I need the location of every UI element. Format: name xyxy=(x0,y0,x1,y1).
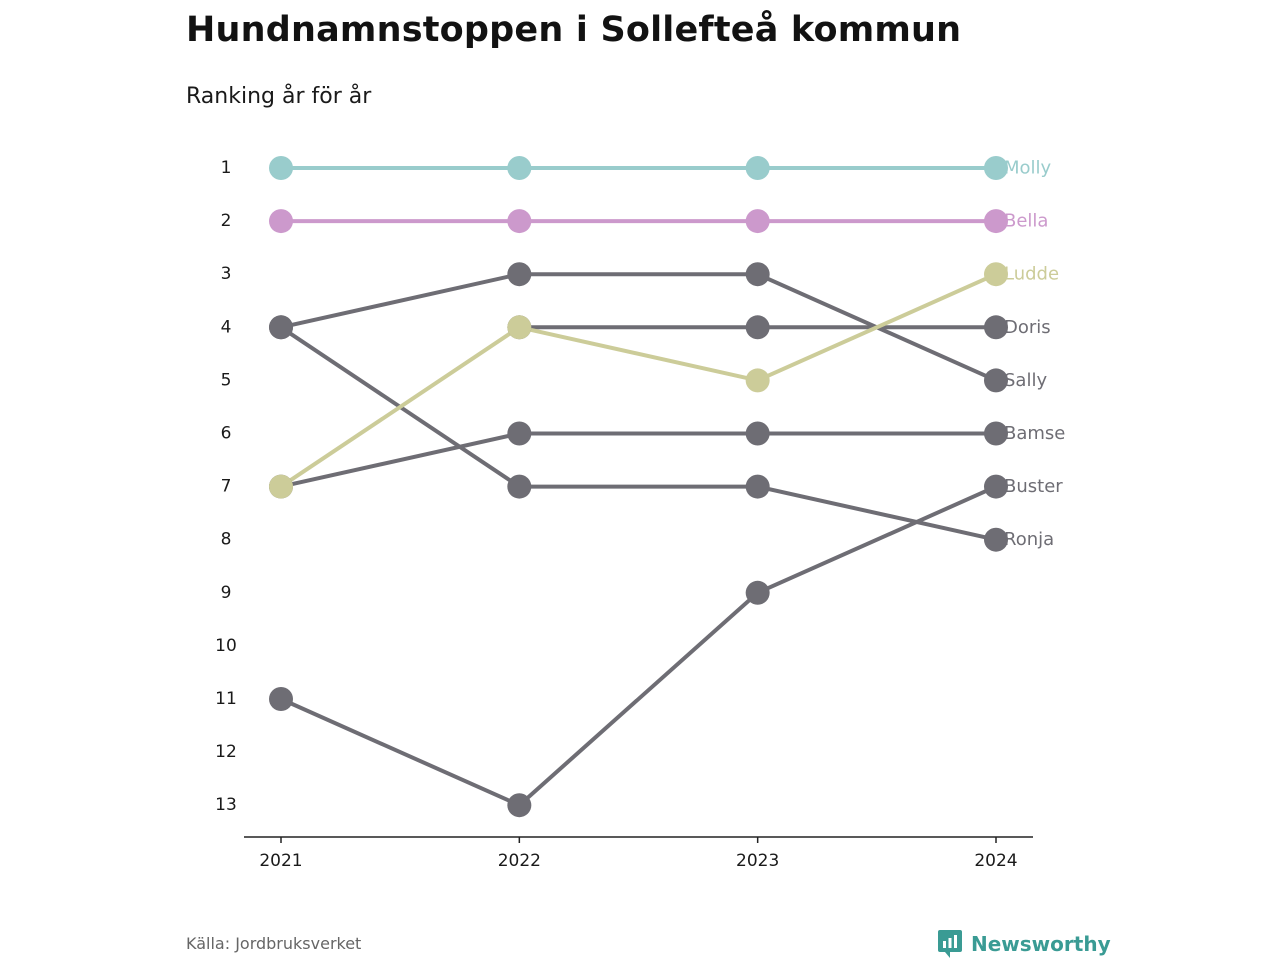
point-bella-2021 xyxy=(269,209,293,234)
chart-title: Hundnamnstoppen i Sollefteå kommun xyxy=(186,10,962,50)
point-bella-2022 xyxy=(507,209,532,234)
series-points xyxy=(269,156,1008,818)
point-bella-2024 xyxy=(984,209,1008,234)
series-labels: Molly Bella Sally Ronja Doris Bamse Buster Ludd… xyxy=(1004,158,1065,551)
y-tick-label: 8 xyxy=(221,530,232,550)
y-tick-label: 12 xyxy=(215,742,237,762)
point-ronja-2021 xyxy=(269,315,293,340)
point-doris-2023 xyxy=(745,315,770,340)
series-label-bamse: Bamse xyxy=(1004,423,1065,444)
y-tick-label: 1 xyxy=(221,158,232,178)
series-line-ludde xyxy=(279,272,997,489)
point-bamse-2023 xyxy=(745,421,770,446)
point-ludde-2022 xyxy=(507,315,532,340)
series-label-bella: Bella xyxy=(1004,211,1048,232)
y-tick-label: 11 xyxy=(215,689,237,709)
y-tick-label: 2 xyxy=(221,211,232,231)
x-tick-label: 2024 xyxy=(974,851,1017,871)
series-label-sally: Sally xyxy=(1004,370,1047,391)
point-bella-2023 xyxy=(745,209,770,234)
x-tick-label: 2023 xyxy=(736,851,779,871)
series-label-buster: Buster xyxy=(1004,476,1063,497)
series-label-doris: Doris xyxy=(1004,317,1051,338)
point-molly-2021 xyxy=(269,156,293,180)
y-tick-label: 5 xyxy=(221,370,232,390)
series-line-bamse xyxy=(280,431,996,489)
point-molly-2024 xyxy=(984,156,1008,180)
point-buster-2022 xyxy=(507,793,532,818)
series-label-molly: Molly xyxy=(1004,158,1052,179)
source-note: Källa: Jordbruksverket xyxy=(186,934,362,953)
chart-subtitle: Ranking år för år xyxy=(186,84,372,109)
x-axis: 2021 2022 2023 2024 xyxy=(244,836,1033,871)
point-bamse-2022 xyxy=(507,421,532,446)
x-tick-label: 2021 xyxy=(259,851,302,871)
y-tick-label: 10 xyxy=(215,636,237,656)
point-sally-2022 xyxy=(507,262,532,287)
y-tick-label: 13 xyxy=(215,795,237,815)
point-ludde-2023 xyxy=(745,368,770,393)
point-buster-2024 xyxy=(984,474,1008,499)
point-ronja-2022 xyxy=(507,474,532,499)
point-molly-2022 xyxy=(507,156,532,180)
brand-logo[interactable]: Newsworthy xyxy=(937,928,1111,960)
y-tick-label: 9 xyxy=(221,583,232,603)
point-molly-2023 xyxy=(745,156,770,180)
point-bamse-2024 xyxy=(984,421,1008,446)
series-line-buster xyxy=(280,484,997,808)
point-ronja-2024 xyxy=(984,527,1008,552)
series-label-ronja: Ronja xyxy=(1004,529,1054,550)
y-tick-label: 6 xyxy=(221,424,232,444)
point-sally-2024 xyxy=(984,368,1008,393)
series-label-ludde: Ludde xyxy=(1004,264,1059,285)
point-ludde-2024 xyxy=(984,262,1008,287)
point-buster-2021 xyxy=(269,687,293,711)
brand-name: Newsworthy xyxy=(971,932,1111,956)
point-ludde-2021 xyxy=(269,474,293,499)
point-ronja-2023 xyxy=(745,474,770,499)
point-sally-2023 xyxy=(745,262,770,287)
point-buster-2023 xyxy=(745,580,770,605)
x-tick-label: 2022 xyxy=(498,851,541,871)
series-lines xyxy=(279,166,997,808)
y-tick-label: 3 xyxy=(221,264,232,284)
y-tick-label: 7 xyxy=(221,477,232,497)
newsworthy-logo-icon xyxy=(938,930,962,958)
point-doris-2024 xyxy=(984,315,1008,340)
y-tick-label: 4 xyxy=(221,317,232,337)
